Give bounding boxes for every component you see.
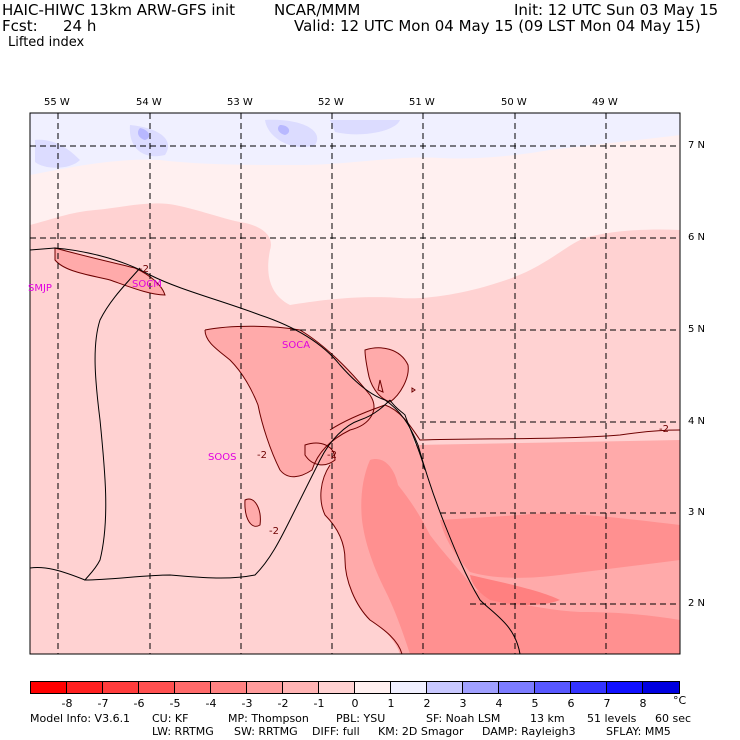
contour-label: -2: [257, 450, 267, 461]
lon-label: 54 W: [136, 97, 162, 108]
lat-label: 5 N: [688, 324, 706, 335]
lon-label: 49 W: [592, 97, 618, 108]
fill-pos2: [35, 119, 400, 168]
colorbar-tick-label: -3: [241, 697, 253, 710]
colorbar-unit: °C: [673, 694, 687, 707]
lat-label: 3 N: [688, 507, 706, 518]
footer-timestep: 60 sec: [655, 712, 692, 725]
colorbar-tick-label: 5: [531, 697, 539, 710]
border-brazil: [29, 567, 86, 581]
lat-label: 4 N: [688, 416, 706, 427]
colorbar-cell: [463, 682, 499, 693]
colorbar-cell: [139, 682, 175, 693]
footer-lw: LW: RRTMG: [152, 725, 214, 738]
colorbar-tick-label: 4: [495, 697, 503, 710]
colorbar-tick-label: -1: [313, 697, 325, 710]
lon-label: 51 W: [409, 97, 435, 108]
colorbar-tick-label: 3: [459, 697, 467, 710]
contour-label: -2: [327, 450, 337, 461]
colorbar-tick-label: 6: [567, 697, 575, 710]
fill-pos1: [30, 113, 680, 175]
footer-diff: DIFF: full: [312, 725, 360, 738]
lat-label: 7 N: [688, 140, 706, 151]
forecast-hour: 24 h: [63, 17, 97, 35]
contour-label: -2: [139, 264, 149, 275]
colorbar-cell: [67, 682, 103, 693]
colorbar-tick-label: -7: [97, 697, 109, 710]
lon-label: 50 W: [501, 97, 527, 108]
contour-label: -2: [659, 424, 669, 435]
init-time: Init: 12 UTC Sun 03 May 15: [514, 1, 719, 19]
colorbar: [30, 681, 680, 694]
coastline: [29, 247, 521, 655]
colorbar-tick-label: 7: [603, 697, 611, 710]
footer-damp: DAMP: Rayleigh3: [482, 725, 576, 738]
footer-res: 13 km: [530, 712, 565, 725]
colorbar-cell: [391, 682, 427, 693]
contour-central: [204, 325, 375, 478]
run-title: HAIC-HIWC 13km ARW-GFS init: [2, 1, 236, 19]
contour-west: [244, 379, 416, 527]
station-label: SMJP: [28, 283, 52, 294]
fill-neg4: [470, 575, 560, 605]
footer-pbl: PBL: YSU: [336, 712, 386, 725]
colorbar-cell: [31, 682, 67, 693]
footer-model-info: Model Info: V3.6.1: [30, 712, 131, 725]
fill-neg2-west: [244, 443, 335, 527]
lat-label: 6 N: [688, 232, 706, 243]
colorbar-tick-label: -8: [61, 697, 73, 710]
colorbar-cell: [319, 682, 355, 693]
colorbar-cell: [607, 682, 643, 693]
map-frame: [29, 112, 681, 655]
lon-label: 53 W: [227, 97, 253, 108]
contour-east-south: [320, 464, 403, 655]
colorbar-cell: [175, 682, 211, 693]
lat-label: 2 N: [688, 598, 706, 609]
colorbar-tick-label: -6: [133, 697, 145, 710]
field-name: Lifted index: [8, 35, 85, 50]
colorbar-tick-label: 1: [387, 697, 395, 710]
colorbar-cell: [103, 682, 139, 693]
contour-label: -2: [269, 526, 279, 537]
colorbar-cell: [499, 682, 535, 693]
footer-levels: 51 levels: [587, 712, 637, 725]
border-suriname-guyana-fr: [83, 267, 391, 581]
colorbar-tick-label: 2: [423, 697, 431, 710]
valid-time: Valid: 12 UTC Mon 04 May 15 (09 LST Mon …: [294, 17, 701, 35]
contour-east2: [364, 347, 409, 403]
fill-neg3: [361, 459, 680, 654]
lon-label: 52 W: [318, 97, 344, 108]
station-label: SOOS: [208, 452, 237, 463]
org-label: NCAR/MMM: [274, 1, 361, 19]
station-label: SOCM: [132, 279, 162, 290]
fill-neg2-coast: [55, 248, 165, 295]
colorbar-cell: [427, 682, 463, 693]
footer-km: KM: 2D Smagor: [378, 725, 464, 738]
forecast-label: Fcst:: [2, 17, 38, 35]
contour-east: [329, 404, 681, 441]
fill-neg2-east2: [365, 347, 409, 402]
colorbar-cell: [247, 682, 283, 693]
colorbar-cell: [643, 682, 679, 693]
colorbar-cell: [211, 682, 247, 693]
colorbar-tick-label: -4: [205, 697, 217, 710]
colorbar-tick-label: -2: [277, 697, 289, 710]
footer-mp: MP: Thompson: [228, 712, 309, 725]
colorbar-tick-label: -5: [169, 697, 181, 710]
contour-coast: [54, 247, 166, 296]
footer-sflay: SFLAY: MM5: [606, 725, 671, 738]
border-frguiana: [389, 399, 426, 471]
colorbar-cell: [283, 682, 319, 693]
colorbar-cell: [571, 682, 607, 693]
footer-sf: SF: Noah LSM: [426, 712, 501, 725]
lon-label: 55 W: [44, 97, 70, 108]
colorbar-tick-label: 0: [351, 697, 359, 710]
station-label: SOCA: [282, 340, 311, 351]
colorbar-cell: [355, 682, 391, 693]
colorbar-cell: [535, 682, 571, 693]
footer-cu: CU: KF: [152, 712, 189, 725]
footer-sw: SW: RRTMG: [234, 725, 298, 738]
colorbar-tick-label: 8: [639, 697, 647, 710]
